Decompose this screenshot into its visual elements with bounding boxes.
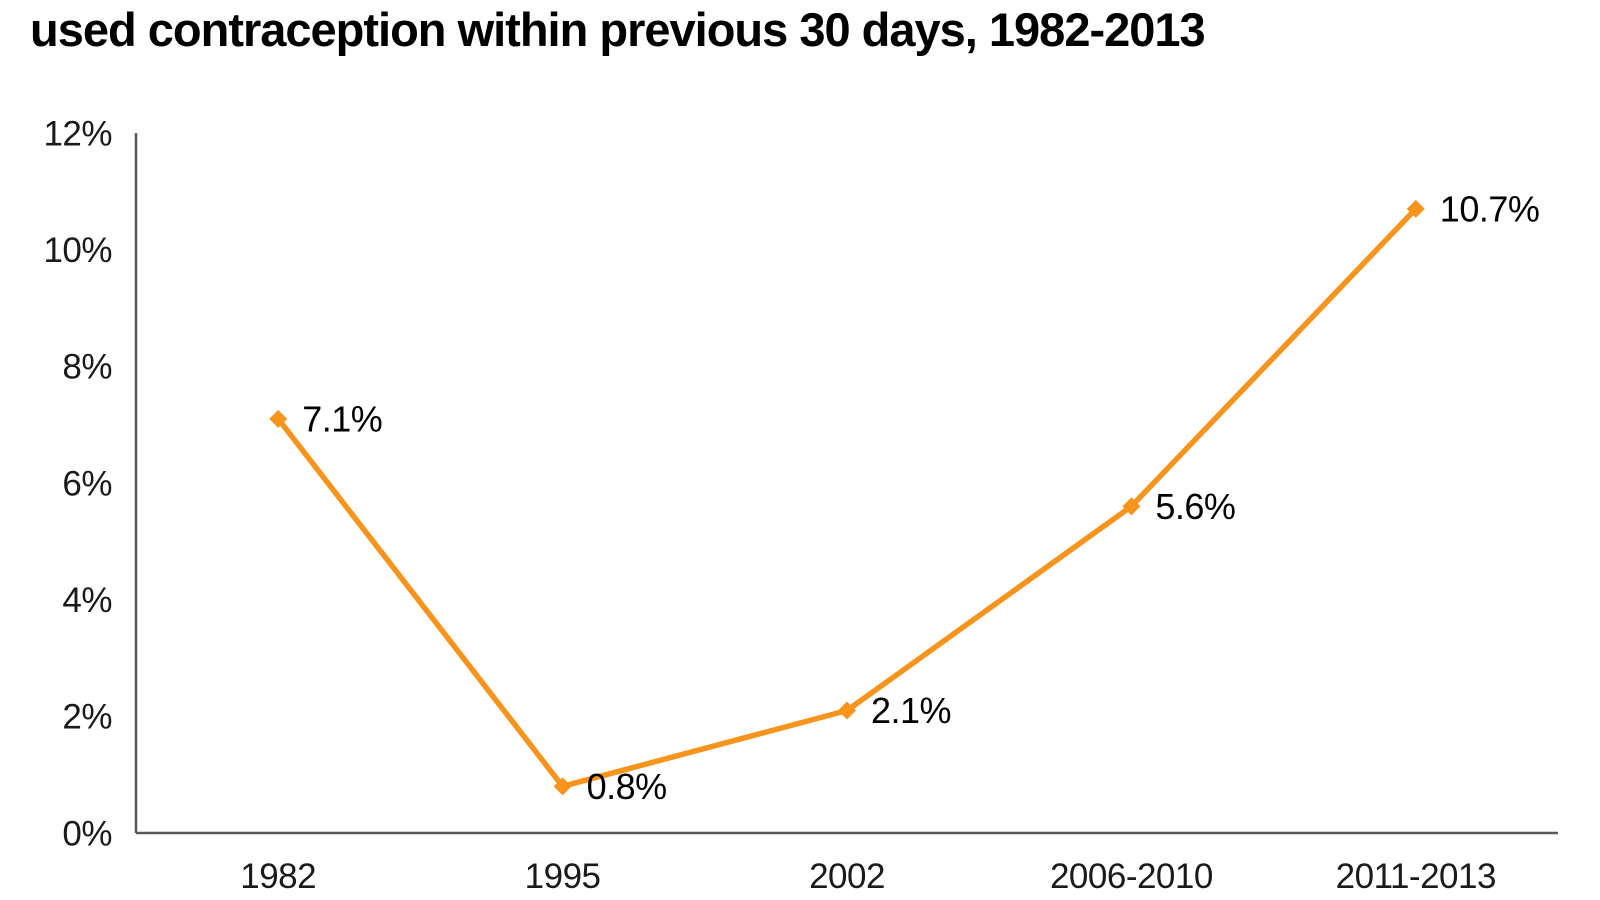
series-line (275, 206, 1419, 790)
y-axis-tick-label: 6% (62, 464, 112, 503)
chart-title: used contraception within previous 30 da… (30, 3, 1206, 56)
data-point-marker (838, 701, 856, 720)
x-axis-category-label: 2011-2013 (1336, 857, 1496, 896)
y-axis-tick-label: 8% (62, 348, 112, 387)
data-point-marker (1406, 199, 1425, 218)
y-axis-tick-label: 12% (43, 114, 112, 153)
data-point-marker (1122, 497, 1141, 516)
y-axis-tick-label: 0% (62, 814, 112, 853)
y-axis-tick-label: 2% (62, 698, 112, 737)
x-axis-category-label: 2006-2010 (1050, 857, 1213, 896)
data-point-label: 7.1% (302, 398, 382, 439)
y-axis-tick-label: 4% (62, 581, 112, 620)
data-point-label: 2.1% (871, 690, 951, 731)
x-axis-category-label: 2002 (809, 857, 885, 896)
x-axis-category-label: 1995 (525, 857, 601, 896)
x-axis-category-label: 1982 (240, 857, 316, 896)
data-point-marker (553, 777, 572, 796)
data-point-label: 10.7% (1440, 188, 1540, 229)
data-point-label: 5.6% (1155, 486, 1235, 527)
data-point-marker (269, 409, 288, 428)
y-axis-tick-label: 10% (43, 231, 112, 270)
data-point-label: 0.8% (587, 766, 667, 807)
